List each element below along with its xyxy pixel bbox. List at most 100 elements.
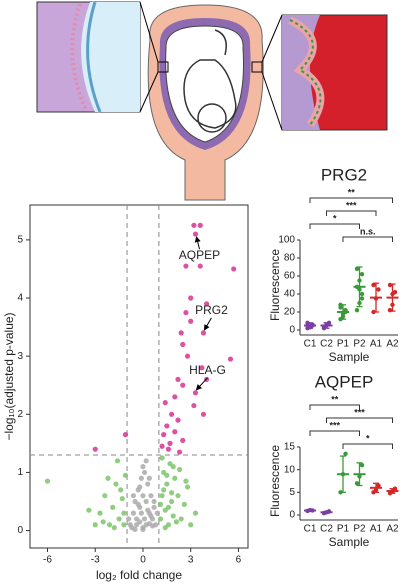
point (132, 526, 138, 532)
x-tick-label: 3 (188, 555, 194, 566)
point (148, 513, 154, 519)
point (113, 481, 119, 487)
annotation: AQPEP (179, 248, 220, 262)
point (181, 501, 187, 507)
point (164, 481, 170, 487)
point (157, 501, 164, 507)
point (376, 483, 381, 488)
point (106, 522, 113, 528)
point (135, 501, 141, 507)
y-tick-label: 0 (289, 325, 295, 336)
point (175, 376, 181, 383)
point (159, 443, 165, 449)
y-tick-label: 3 (17, 351, 23, 362)
point (231, 266, 237, 272)
point (180, 341, 186, 348)
annotation-arrow (195, 377, 208, 391)
point (192, 510, 199, 516)
bracket (342, 236, 393, 242)
bracket (342, 443, 393, 449)
significance: *** (329, 420, 340, 430)
point (169, 498, 175, 505)
point (227, 356, 234, 362)
point (338, 305, 343, 310)
x-tick-label: C1 (304, 339, 317, 350)
point (192, 390, 199, 396)
point (183, 309, 189, 316)
point (180, 382, 186, 388)
point (162, 525, 168, 531)
point (143, 458, 149, 464)
annotation: PRG2 (195, 303, 228, 317)
point (359, 462, 365, 468)
point (100, 519, 106, 525)
x-tick-label: C1 (304, 524, 317, 535)
point (169, 490, 175, 496)
point (138, 475, 144, 481)
point (183, 478, 189, 484)
y-tick-label: 0 (289, 510, 295, 521)
illustration (36, 1, 388, 201)
x-tick-label: P2 (353, 339, 366, 350)
significance: *** (346, 200, 357, 210)
x-axis-label: log₂ fold change (96, 568, 182, 582)
x-tick-label: A1 (370, 524, 383, 535)
point (188, 318, 194, 324)
y-tick-label: 2 (17, 409, 23, 420)
significance: * (333, 213, 337, 223)
plot-frame (29, 204, 249, 549)
point (151, 498, 157, 505)
x-tick-label: -3 (91, 555, 100, 566)
x-tick-label: P1 (337, 339, 350, 350)
y-tick-label: 5 (289, 487, 295, 498)
point (137, 484, 143, 490)
point (183, 263, 189, 269)
point (97, 510, 103, 516)
point (145, 507, 151, 513)
x-tick-label: P2 (353, 524, 366, 535)
point (354, 308, 360, 313)
point (354, 266, 360, 271)
bracket (309, 430, 360, 436)
point (130, 510, 137, 516)
annotation: HLA-G (189, 363, 226, 377)
y-axis-label: Fluorescence (268, 249, 282, 321)
point (141, 516, 148, 522)
point (116, 516, 122, 522)
point (119, 495, 125, 502)
point (165, 446, 172, 452)
point (197, 222, 203, 228)
point (175, 493, 181, 499)
point (172, 429, 178, 435)
point (140, 526, 146, 532)
point (173, 519, 179, 525)
point (162, 400, 168, 406)
point (180, 437, 186, 444)
point (167, 440, 173, 446)
point (154, 510, 160, 516)
point (197, 263, 203, 269)
point (204, 301, 210, 307)
point (111, 525, 117, 531)
bracket (309, 223, 360, 229)
x-tick-label: P1 (337, 524, 350, 535)
point (164, 472, 170, 478)
annotation-arrow (203, 317, 212, 331)
point (176, 449, 183, 455)
y-tick-label: 10 (284, 464, 296, 475)
point (200, 330, 207, 336)
point (159, 455, 165, 461)
point (359, 272, 365, 277)
point (170, 513, 176, 519)
point (130, 493, 137, 499)
point (343, 451, 348, 456)
point (354, 481, 360, 486)
point (376, 287, 381, 292)
point (137, 519, 143, 525)
point (176, 466, 183, 473)
y-tick-label: 40 (284, 289, 296, 300)
x-tick-label: C2 (320, 524, 333, 535)
bracket (309, 197, 393, 203)
